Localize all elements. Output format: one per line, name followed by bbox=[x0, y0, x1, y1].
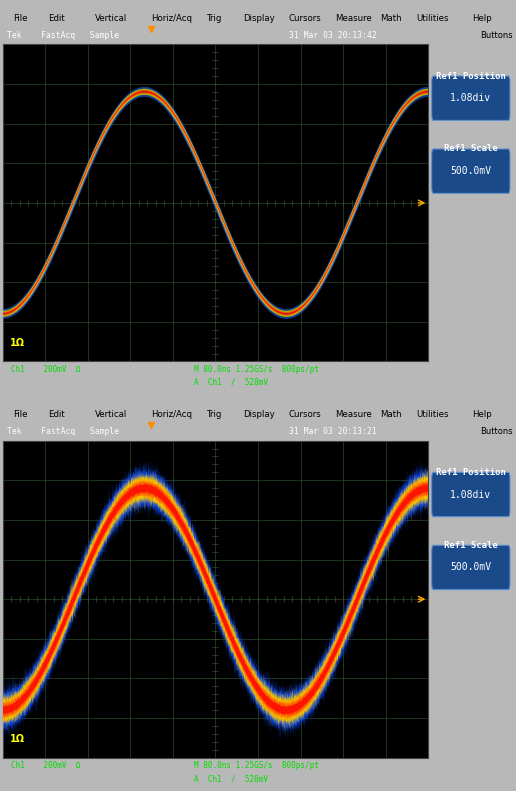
Text: 31 Mar 03 20:13:42: 31 Mar 03 20:13:42 bbox=[289, 31, 377, 40]
Text: Display: Display bbox=[243, 410, 275, 419]
Text: Edit: Edit bbox=[49, 410, 66, 419]
Text: Display: Display bbox=[243, 13, 275, 23]
Text: Vertical: Vertical bbox=[94, 410, 127, 419]
Text: 500.0mV: 500.0mV bbox=[450, 562, 491, 573]
Text: Cursors: Cursors bbox=[288, 410, 321, 419]
FancyBboxPatch shape bbox=[432, 545, 510, 589]
Text: Math: Math bbox=[381, 13, 402, 23]
Text: Ch1    200mV  Ω: Ch1 200mV Ω bbox=[11, 365, 80, 373]
Text: Trig: Trig bbox=[207, 13, 222, 23]
Text: Ref1 Scale: Ref1 Scale bbox=[444, 541, 498, 550]
Text: File: File bbox=[13, 410, 27, 419]
Text: File: File bbox=[13, 13, 27, 23]
Text: Buttons: Buttons bbox=[480, 31, 513, 40]
Text: Horiz/Acq: Horiz/Acq bbox=[151, 13, 192, 23]
Text: M 80.0ns 1.25GS/s  800ps/pt: M 80.0ns 1.25GS/s 800ps/pt bbox=[194, 365, 319, 373]
Text: Tek    FastAcq   Sample: Tek FastAcq Sample bbox=[7, 427, 120, 436]
Text: M 80.0ns 1.25GS/s  800ps/pt: M 80.0ns 1.25GS/s 800ps/pt bbox=[194, 761, 319, 770]
Text: Math: Math bbox=[381, 410, 402, 419]
Text: Trig: Trig bbox=[207, 410, 222, 419]
FancyBboxPatch shape bbox=[432, 149, 510, 193]
Text: 1Ω: 1Ω bbox=[10, 338, 25, 347]
Text: Tek    FastAcq   Sample: Tek FastAcq Sample bbox=[7, 31, 120, 40]
Text: Buttons: Buttons bbox=[480, 427, 513, 436]
Text: Utilities: Utilities bbox=[416, 410, 449, 419]
Text: A  Ch1  /  528mV: A Ch1 / 528mV bbox=[194, 378, 268, 387]
Text: Measure: Measure bbox=[334, 13, 372, 23]
Text: 1.08div: 1.08div bbox=[450, 490, 491, 499]
Text: Ref1 Position: Ref1 Position bbox=[436, 71, 506, 81]
Text: 31 Mar 03 20:13:21: 31 Mar 03 20:13:21 bbox=[289, 427, 377, 436]
Text: 500.0mV: 500.0mV bbox=[450, 166, 491, 176]
Text: Edit: Edit bbox=[49, 13, 66, 23]
Text: Ref1 Scale: Ref1 Scale bbox=[444, 145, 498, 153]
Text: Ref1 Position: Ref1 Position bbox=[436, 467, 506, 477]
Text: Help: Help bbox=[473, 410, 492, 419]
Text: Help: Help bbox=[473, 13, 492, 23]
Text: A  Ch1  /  528mV: A Ch1 / 528mV bbox=[194, 774, 268, 783]
FancyBboxPatch shape bbox=[432, 76, 510, 120]
Text: 1Ω: 1Ω bbox=[10, 734, 25, 744]
Text: Utilities: Utilities bbox=[416, 13, 449, 23]
Text: Vertical: Vertical bbox=[94, 13, 127, 23]
Text: Measure: Measure bbox=[334, 410, 372, 419]
Text: 1.08div: 1.08div bbox=[450, 93, 491, 103]
Text: Ch1    200mV  Ω: Ch1 200mV Ω bbox=[11, 761, 80, 770]
Text: Horiz/Acq: Horiz/Acq bbox=[151, 410, 192, 419]
FancyBboxPatch shape bbox=[432, 472, 510, 517]
Text: Cursors: Cursors bbox=[288, 13, 321, 23]
